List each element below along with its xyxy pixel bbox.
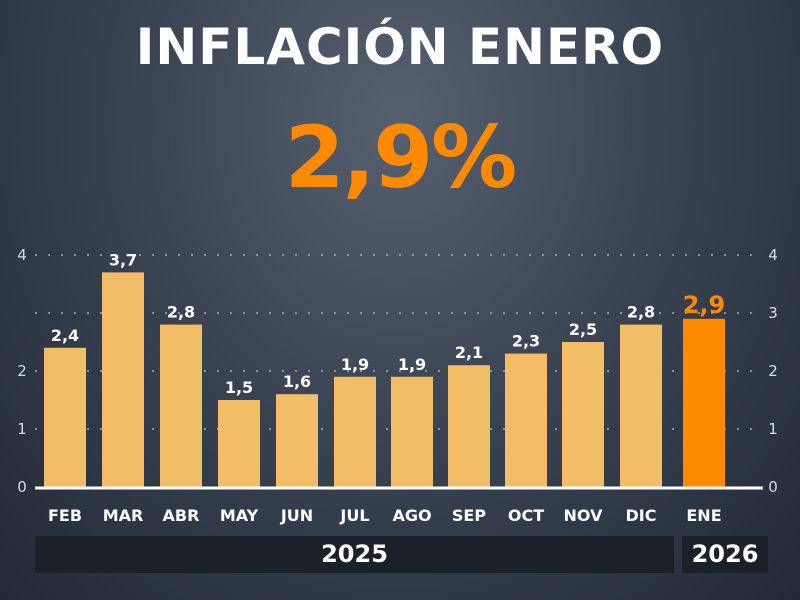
data-label: 2,8	[627, 303, 655, 322]
category-label: JUN	[280, 506, 313, 525]
bar-mar	[102, 272, 144, 487]
bar-ago	[391, 376, 433, 487]
right-tick-label: 3	[768, 304, 778, 322]
year-label-2025: 2025	[35, 536, 674, 573]
left-tick-label: 0	[17, 478, 27, 496]
bar-may	[218, 400, 260, 487]
category-label: SEP	[452, 506, 486, 525]
bar-abr	[160, 324, 202, 487]
bar-feb	[44, 347, 86, 487]
category-label: FEB	[48, 506, 82, 525]
left-tick-label: 4	[17, 246, 27, 264]
category-label: ENE	[686, 506, 721, 525]
category-label: DIC	[626, 506, 657, 525]
data-label: 3,7	[109, 250, 137, 269]
data-label: 2,5	[569, 320, 597, 339]
data-label: 1,9	[398, 355, 426, 374]
category-label: JUL	[339, 506, 369, 525]
bar-ene	[683, 318, 725, 487]
category-label: MAY	[220, 506, 259, 525]
category-label: NOV	[564, 506, 604, 525]
bar-oct	[505, 353, 547, 487]
data-label: 2,8	[167, 303, 195, 322]
data-label: 2,1	[455, 343, 483, 362]
category-label: AGO	[392, 506, 431, 525]
right-tick-label: 2	[768, 362, 778, 380]
data-label: 2,3	[512, 332, 540, 351]
left-tick-label: 1	[17, 420, 27, 438]
left-tick-label: 2	[17, 362, 27, 380]
year-label-2026: 2026	[682, 536, 768, 573]
category-label: ABR	[163, 506, 200, 525]
bar-sep	[448, 365, 490, 487]
data-label: 1,6	[283, 372, 311, 391]
bar-jul	[334, 376, 376, 487]
page-title: INFLACIÓN ENERO	[135, 18, 665, 76]
category-label: MAR	[103, 506, 144, 525]
data-label: 2,9	[683, 291, 726, 319]
data-label: 1,9	[341, 355, 369, 374]
bar-dic	[620, 324, 662, 487]
bar-nov	[562, 342, 604, 487]
category-label: OCT	[508, 506, 544, 525]
data-label: 1,5	[225, 378, 253, 397]
right-tick-label: 1	[768, 420, 778, 438]
data-label: 2,4	[51, 326, 79, 345]
bar-jun	[276, 394, 318, 487]
right-tick-label: 0	[768, 478, 778, 496]
right-tick-label: 4	[768, 246, 778, 264]
headline-value: 2,9%	[284, 108, 518, 208]
